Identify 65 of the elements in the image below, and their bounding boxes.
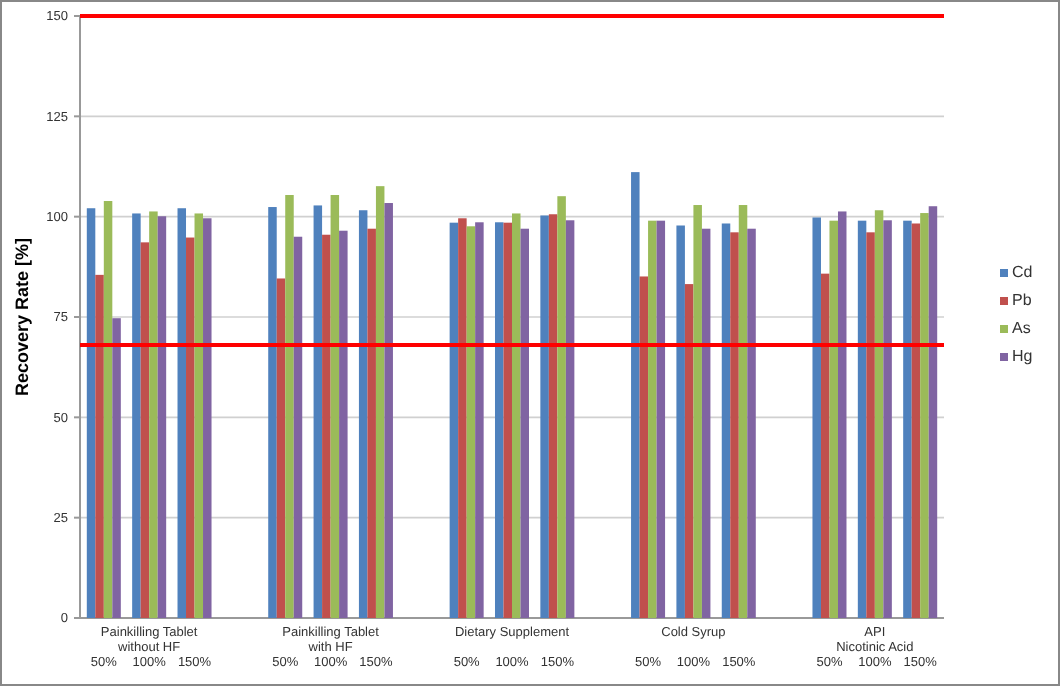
bar	[466, 226, 476, 618]
bar	[186, 237, 195, 618]
bar	[203, 218, 212, 618]
bar	[920, 213, 929, 618]
bar	[684, 284, 694, 618]
bar	[449, 222, 459, 618]
bar	[812, 217, 821, 618]
legend-label: Hg	[1012, 347, 1033, 365]
bar	[322, 234, 331, 618]
bar	[86, 208, 96, 618]
bar	[565, 220, 575, 618]
bar	[747, 228, 756, 618]
bar	[730, 232, 739, 618]
bar	[112, 318, 121, 618]
bar	[268, 207, 277, 618]
bar	[458, 218, 467, 618]
bar	[701, 228, 711, 618]
bar	[512, 213, 521, 618]
bar	[330, 194, 340, 618]
bar	[837, 211, 847, 618]
bar	[520, 228, 530, 618]
bar	[903, 220, 912, 618]
legend-label: Cd	[1012, 263, 1033, 281]
bar	[639, 276, 649, 618]
bar	[911, 223, 921, 618]
bar	[313, 205, 323, 618]
bar	[866, 232, 875, 618]
y-axis-title: Recovery Rate [%]	[12, 237, 32, 397]
bar	[95, 274, 104, 618]
bar	[548, 214, 558, 618]
bar	[293, 236, 303, 618]
bar	[177, 208, 187, 618]
bar	[375, 186, 385, 618]
bar	[857, 220, 867, 618]
bar	[475, 222, 484, 618]
bar	[721, 223, 731, 618]
bar	[276, 278, 286, 618]
bar	[103, 201, 113, 618]
bar	[829, 220, 838, 618]
bar	[503, 222, 512, 618]
bar	[194, 213, 204, 618]
bar	[693, 205, 702, 618]
bar	[631, 172, 640, 618]
bar	[540, 215, 549, 618]
bar	[132, 213, 141, 618]
bar	[358, 210, 368, 618]
bar	[285, 194, 294, 618]
bar	[883, 220, 892, 618]
bar	[149, 211, 158, 618]
bar	[494, 222, 504, 618]
bar	[874, 210, 884, 618]
bar	[656, 220, 666, 618]
bar	[557, 196, 566, 618]
bar	[928, 206, 938, 618]
legend-label: Pb	[1012, 291, 1033, 309]
bar	[367, 228, 376, 618]
bar	[339, 230, 348, 618]
bar	[140, 242, 150, 618]
bar	[820, 273, 830, 618]
bar	[676, 225, 685, 618]
bar	[384, 203, 393, 618]
bar	[738, 205, 748, 618]
legend-label: As	[1012, 319, 1031, 337]
bar	[648, 220, 657, 618]
bar	[157, 216, 167, 618]
